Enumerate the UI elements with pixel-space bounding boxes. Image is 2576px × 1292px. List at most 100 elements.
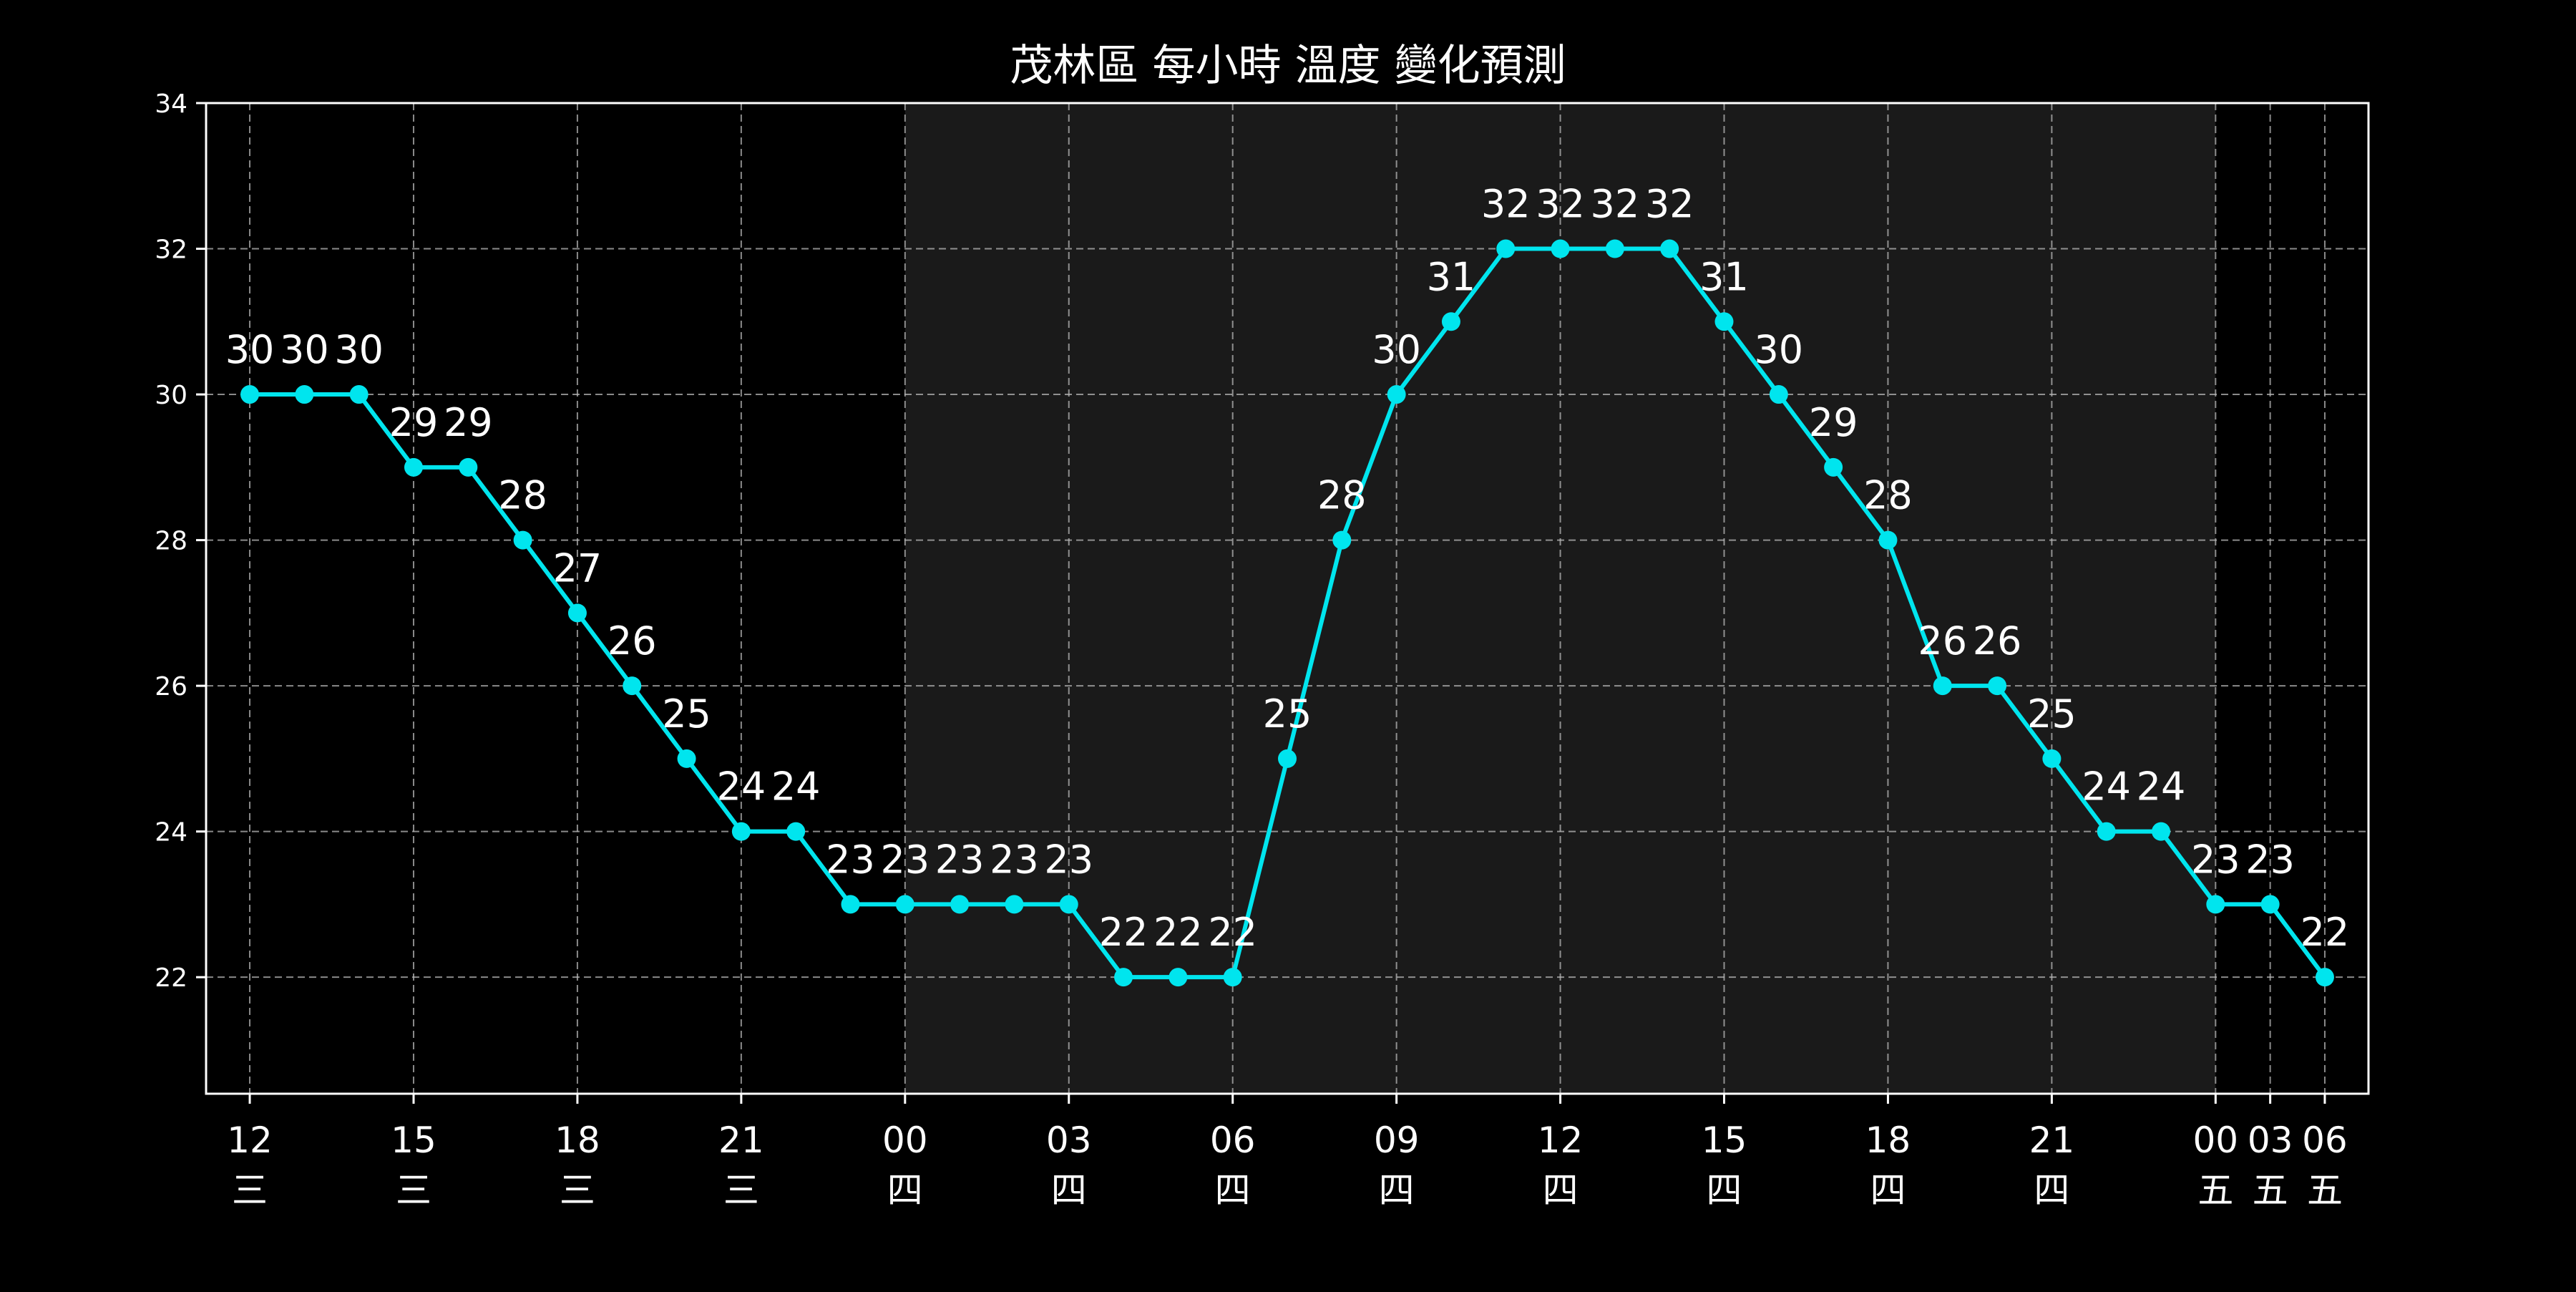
temperature-value-label: 32 <box>1536 182 1585 227</box>
temperature-point <box>1551 239 1570 258</box>
temperature-point <box>677 749 696 768</box>
x-tick-day-label: 四 <box>1379 1170 1415 1211</box>
temperature-value-label: 29 <box>389 400 439 445</box>
temperature-point <box>295 385 314 404</box>
temperature-point <box>2260 895 2280 914</box>
temperature-point <box>2206 895 2225 914</box>
x-tick-day-label: 三 <box>723 1170 759 1211</box>
temperature-value-label: 30 <box>1754 327 1803 372</box>
grid-lines <box>206 103 2368 1094</box>
x-tick-hour-label: 15 <box>1702 1119 1747 1161</box>
temperature-point <box>1714 312 1734 331</box>
temperature-value-label: 31 <box>1699 254 1749 299</box>
x-tick-day-label: 四 <box>1051 1170 1087 1211</box>
temperature-point <box>1933 676 1952 696</box>
temperature-value-label: 25 <box>662 691 711 737</box>
y-tick-label: 24 <box>155 818 187 847</box>
x-tick-hour-label: 03 <box>1046 1119 1092 1161</box>
temperature-value-label: 25 <box>2027 691 2077 737</box>
x-tick-day-label: 四 <box>1543 1170 1579 1211</box>
x-tick-hour-label: 18 <box>1865 1119 1911 1161</box>
x-tick-day-label: 五 <box>2253 1170 2288 1211</box>
x-tick-day-label: 四 <box>2034 1170 2069 1211</box>
y-tick-label: 30 <box>155 381 187 410</box>
temperature-value-label: 26 <box>1918 618 1967 664</box>
temperature-point <box>841 895 860 914</box>
x-tick-hour-label: 00 <box>882 1119 928 1161</box>
temperature-value-label: 28 <box>1317 473 1367 518</box>
axes-frame <box>205 102 2370 1095</box>
temperature-value-label: 24 <box>717 764 766 810</box>
x-tick-hour-label: 21 <box>2029 1119 2075 1161</box>
temperature-point <box>895 895 914 914</box>
y-tick-label: 34 <box>155 89 187 119</box>
temperature-value-label: 23 <box>935 837 985 882</box>
temperature-point <box>2097 822 2116 841</box>
temperature-value-label: 24 <box>2137 764 2186 810</box>
y-tick-label: 28 <box>155 527 187 556</box>
temperature-value-label: 23 <box>826 837 875 882</box>
temperature-value-label: 30 <box>1372 327 1421 372</box>
temperature-point <box>1332 530 1352 550</box>
x-tick-day-label: 四 <box>1707 1170 1742 1211</box>
x-tick-hour-label: 06 <box>1210 1119 1256 1161</box>
temperature-point <box>623 676 642 696</box>
temperature-point <box>950 895 970 914</box>
x-tick-day-label: 四 <box>1870 1170 1906 1211</box>
temperature-value-label: 32 <box>1645 182 1694 227</box>
y-axis-ticks: 22 24 26 28 30 32 34 <box>155 89 206 993</box>
temperature-value-label: 24 <box>2082 764 2131 810</box>
temperature-point <box>1005 895 1024 914</box>
x-tick-hour-label: 15 <box>391 1119 436 1161</box>
temperature-point <box>404 457 423 477</box>
temperature-point <box>1387 385 1406 404</box>
x-tick-hour-label: 00 <box>2193 1119 2239 1161</box>
temperature-value-label: 24 <box>771 764 821 810</box>
temperature-point <box>786 822 806 841</box>
temperature-value-label: 26 <box>1973 618 2022 664</box>
temperature-point <box>2152 822 2171 841</box>
temperature-point <box>2315 968 2334 987</box>
x-tick-hour-label: 12 <box>1538 1119 1584 1161</box>
x-tick-hour-label: 12 <box>227 1119 273 1161</box>
temperature-value-label: 23 <box>990 837 1039 882</box>
temperature-point <box>349 385 369 404</box>
x-tick-day-label: 四 <box>1215 1170 1251 1211</box>
x-tick-day-label: 三 <box>560 1170 595 1211</box>
temperature-point <box>2042 749 2062 768</box>
temperature-value-label: 29 <box>444 400 493 445</box>
temperature-point <box>1769 385 1788 404</box>
temperature-value-label: 30 <box>225 327 275 372</box>
x-tick-hour-label: 03 <box>2248 1119 2293 1161</box>
x-tick-day-label: 三 <box>232 1170 268 1211</box>
x-tick-hour-label: 21 <box>718 1119 764 1161</box>
temperature-value-label: 23 <box>880 837 930 882</box>
temperature-point <box>459 457 478 477</box>
temperature-value-label: 28 <box>498 473 547 518</box>
temperature-value-label: 31 <box>1427 254 1476 299</box>
temperature-point <box>567 603 587 623</box>
temperature-point <box>513 530 532 550</box>
temperature-point <box>1660 239 1679 258</box>
temperature-point <box>1441 312 1460 331</box>
temperature-value-label: 22 <box>1208 910 1257 955</box>
x-tick-hour-label: 18 <box>555 1119 600 1161</box>
temperature-point <box>1878 530 1898 550</box>
temperature-value-label: 26 <box>608 618 657 664</box>
temperature-value-label: 23 <box>2191 837 2240 882</box>
temperature-point <box>1988 676 2007 696</box>
temperature-value-label: 23 <box>1044 837 1093 882</box>
y-tick-label: 26 <box>155 672 187 701</box>
y-tick-label: 22 <box>155 963 187 993</box>
temperature-point <box>1169 968 1188 987</box>
temperature-value-label: 23 <box>2245 837 2295 882</box>
temperature-value-label: 22 <box>1099 910 1148 955</box>
temperature-point <box>1824 457 1843 477</box>
temperature-points <box>240 239 2334 987</box>
x-tick-hour-label: 06 <box>2302 1119 2348 1161</box>
temperature-value-label: 29 <box>1809 400 1858 445</box>
x-tick-hour-label: 09 <box>1374 1119 1420 1161</box>
x-tick-day-label: 五 <box>2197 1170 2233 1211</box>
